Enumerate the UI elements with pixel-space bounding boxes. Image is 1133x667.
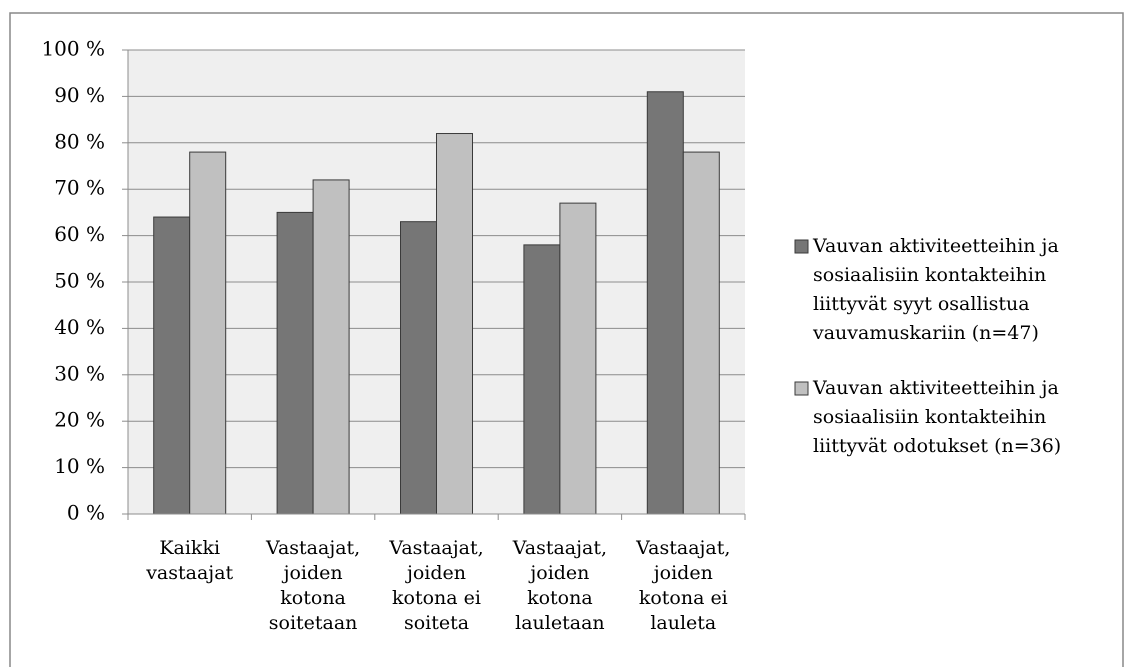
y-tick-label: 0 % xyxy=(67,501,105,525)
y-tick-label: 100 % xyxy=(41,37,105,61)
bar xyxy=(189,151,227,515)
x-tick-label: Kaikki vastaajat xyxy=(146,537,234,584)
bar xyxy=(436,133,473,515)
x-tick-label: Vastaajat, joiden kotona ei soiteta xyxy=(389,537,484,634)
x-tick-label: Vastaajat, joiden kotona ei lauleta xyxy=(636,537,731,634)
legend-label: Vauvan aktiviteetteihin ja sosiaalisiin … xyxy=(813,235,1059,344)
x-tick-label: Vastaajat, joiden kotona lauletaan xyxy=(512,537,608,634)
legend-swatch xyxy=(794,239,809,254)
y-tick-label: 30 % xyxy=(54,361,105,385)
y-tick-label: 80 % xyxy=(54,129,105,153)
y-tick-label: 70 % xyxy=(54,176,105,200)
bar xyxy=(523,244,561,515)
y-tick-label: 10 % xyxy=(54,454,105,478)
bar xyxy=(312,179,350,515)
bar xyxy=(682,151,720,515)
y-tick-label: 60 % xyxy=(54,222,105,246)
bar xyxy=(400,221,437,515)
bar xyxy=(276,211,314,515)
y-tick-label: 50 % xyxy=(54,269,105,293)
legend-label: Vauvan aktiviteetteihin ja sosiaalisiin … xyxy=(813,377,1062,457)
y-tick-label: 90 % xyxy=(54,83,105,107)
y-tick-label: 40 % xyxy=(54,315,105,339)
bar xyxy=(559,202,597,515)
bar xyxy=(153,216,191,515)
x-tick-label: Vastaajat, joiden kotona soitetaan xyxy=(265,537,361,634)
bar xyxy=(646,91,684,515)
legend-swatch xyxy=(794,381,809,396)
y-tick-label: 20 % xyxy=(54,408,105,432)
